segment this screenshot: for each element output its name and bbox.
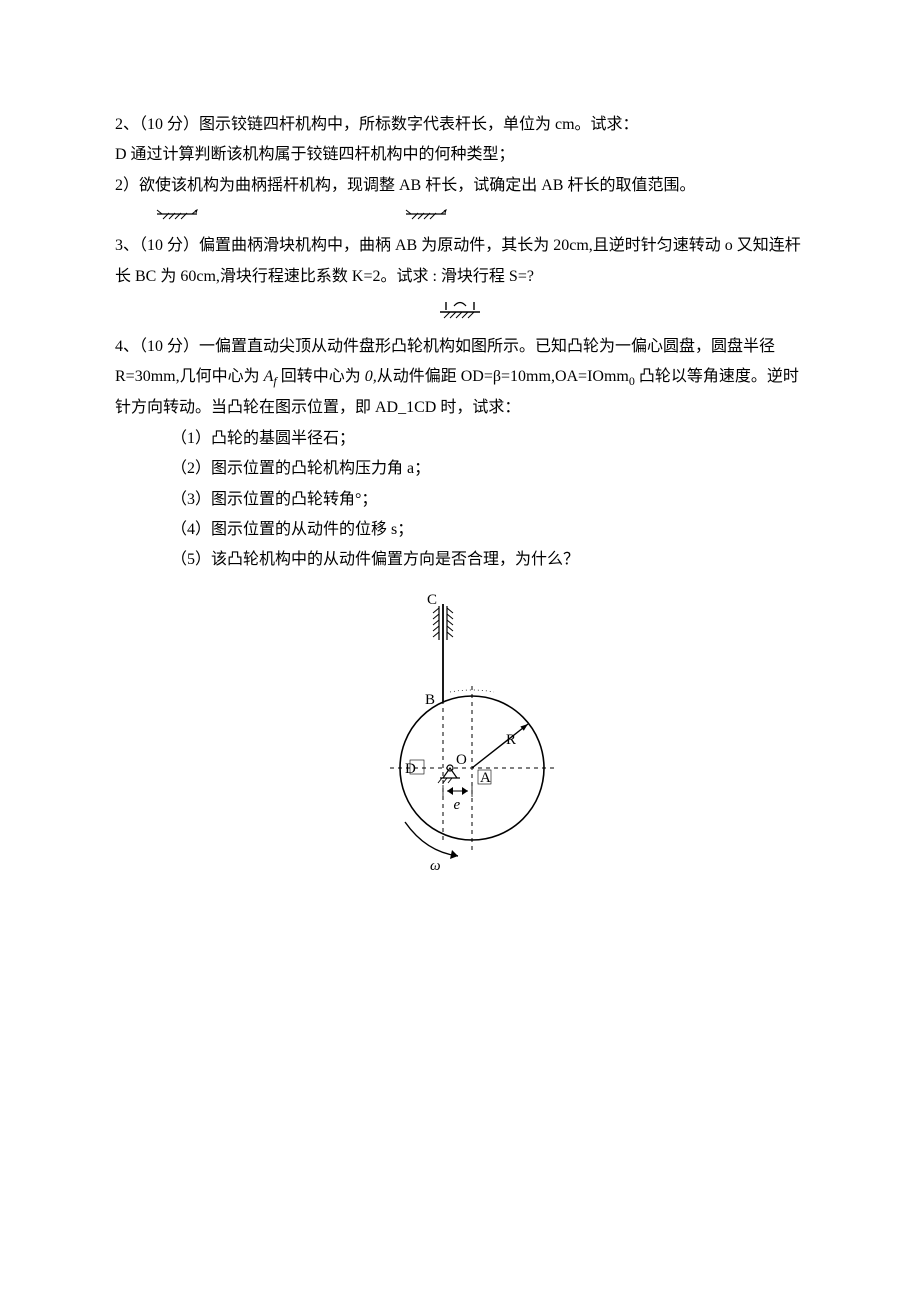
q2-prompt: 2、（10 分）图示铰链四杆机构中，所标数字代表杆长，单位为 cm。试求： <box>115 110 805 140</box>
svg-text:A: A <box>480 770 491 786</box>
svg-text:O: O <box>456 752 467 768</box>
svg-text:e: e <box>454 797 461 813</box>
q2-sub1: D 通过计算判断该机构属于铰链四杆机构中的何种类型； <box>115 140 805 170</box>
q4-sub4: （4）图示位置的从动件的位移 s； <box>171 515 805 545</box>
q4-text: 从动件偏距 <box>377 368 457 385</box>
hatch-pin-icon <box>155 205 199 223</box>
svg-text:B: B <box>425 692 435 708</box>
q4-zero: 0, <box>365 368 377 385</box>
q4-text: OD=β=10mm,OA=IOmm <box>461 368 629 385</box>
svg-text:ω: ω <box>430 858 441 874</box>
hatch-pin-icon <box>404 205 448 223</box>
q4-sub5: （5）该凸轮机构中的从动件偏置方向是否合理，为什么？ <box>171 545 805 575</box>
q4-A: A <box>264 368 274 385</box>
q3-slider-symbol <box>115 298 805 324</box>
svg-text:D: D <box>405 761 416 777</box>
q3-prompt: 3、（10 分）偏置曲柄滑块机构中，曲柄 AB 为原动件，其长为 20cm,且逆… <box>115 231 805 292</box>
q2-sub2: 2）欲使该机构为曲柄摇杆机构，现调整 AB 杆长，试确定出 AB 杆长的取值范围… <box>115 171 805 201</box>
q4-sub2: （2）图示位置的凸轮机构压力角 a； <box>171 454 805 484</box>
cam-diagram: C B D OA Re ω <box>340 586 580 886</box>
q4-sub3: （3）图示位置的凸轮转角°； <box>171 485 805 515</box>
q4-sub1: （1）凸轮的基圆半径石； <box>171 424 805 454</box>
svg-text:C: C <box>427 592 437 608</box>
svg-text:R: R <box>506 732 516 748</box>
cam-figure: C B D OA Re ω <box>115 586 805 897</box>
q4-text: 回转中心为 <box>277 368 365 385</box>
slider-ground-icon <box>432 298 488 324</box>
q4-prompt: 4、（10 分）一偏置直动尖顶从动件盘形凸轮机构如图所示。已知凸轮为一偏心圆盘，… <box>115 332 805 424</box>
q2-hatch-symbols <box>155 205 805 223</box>
